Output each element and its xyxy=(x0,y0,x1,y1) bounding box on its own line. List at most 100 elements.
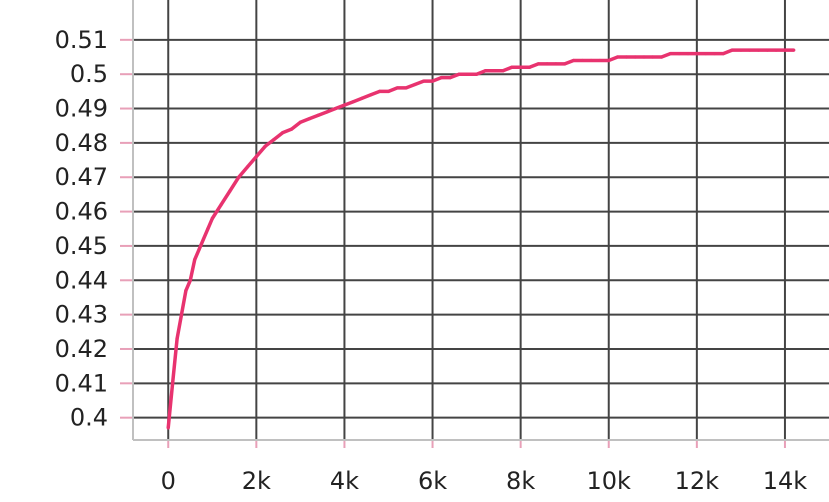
x-tick-label: 6k xyxy=(418,467,447,495)
data-point xyxy=(179,313,184,317)
y-tick-labels: 0.4 0.41 0.42 0.43 0.44 0.45 0.46 0.47 0.48 0.49 0… xyxy=(55,26,108,432)
data-point xyxy=(360,96,364,100)
data-point xyxy=(413,82,417,87)
y-tick-label: 0.46 xyxy=(55,198,108,226)
data-point xyxy=(748,48,752,52)
data-point xyxy=(510,65,514,69)
series-line xyxy=(166,48,794,429)
data-point xyxy=(563,62,567,66)
data-point xyxy=(633,55,637,59)
data-point xyxy=(721,51,725,56)
x-tick-label: 12k xyxy=(675,467,720,495)
data-point xyxy=(571,58,576,63)
data-point xyxy=(466,72,470,76)
x-tick-label: 10k xyxy=(587,467,632,495)
y-tick-label: 0.42 xyxy=(55,335,108,363)
data-point xyxy=(474,72,479,76)
data-point xyxy=(554,62,558,66)
data-point xyxy=(206,227,210,231)
data-point xyxy=(378,89,382,93)
data-point xyxy=(501,69,505,73)
data-point xyxy=(660,55,664,59)
data-point xyxy=(624,55,628,59)
data-point xyxy=(422,79,426,83)
data-point xyxy=(527,65,532,69)
data-point xyxy=(263,144,267,148)
y-tick-label: 0.49 xyxy=(55,95,108,123)
data-point xyxy=(712,51,717,56)
y-tick-label: 0.47 xyxy=(55,163,108,191)
data-point xyxy=(651,55,655,59)
data-point xyxy=(369,93,373,97)
data-point xyxy=(607,58,611,63)
data-point xyxy=(536,62,540,66)
data-point xyxy=(184,288,188,293)
data-point xyxy=(792,48,796,52)
axes xyxy=(120,0,829,448)
y-tick-label: 0.51 xyxy=(55,26,108,54)
data-point xyxy=(783,48,787,52)
data-point xyxy=(677,51,681,56)
y-tick-label: 0.43 xyxy=(55,301,108,329)
data-point xyxy=(589,58,593,63)
data-point xyxy=(774,48,778,52)
y-tick-label: 0.44 xyxy=(55,266,108,294)
x-tick-label: 4k xyxy=(330,467,359,495)
data-point xyxy=(175,337,179,341)
data-point xyxy=(492,69,496,73)
series-layer xyxy=(166,48,796,430)
data-point xyxy=(642,55,646,59)
data-point xyxy=(439,76,443,80)
data-point xyxy=(615,55,620,59)
data-point xyxy=(704,51,708,56)
x-tick-label: 2k xyxy=(242,467,271,495)
data-point xyxy=(272,137,276,142)
data-point xyxy=(193,258,197,262)
data-point xyxy=(237,175,241,179)
data-point xyxy=(210,216,214,221)
x-tick-labels: 0 2k 4k 6k 8k 10k 12k 14k xyxy=(161,467,808,495)
grid xyxy=(133,0,829,440)
data-point xyxy=(298,120,302,124)
y-tick-label: 0.5 xyxy=(70,60,108,88)
data-point xyxy=(325,110,329,114)
y-tick-label: 0.41 xyxy=(55,369,108,397)
data-point xyxy=(695,51,699,56)
x-tick-label: 0 xyxy=(161,467,176,495)
data-point xyxy=(430,79,435,83)
data-point xyxy=(739,48,743,52)
data-point xyxy=(201,237,206,241)
data-point xyxy=(598,58,602,63)
data-point xyxy=(580,58,584,63)
data-point xyxy=(756,48,761,52)
y-tick-label: 0.4 xyxy=(70,404,108,432)
data-point xyxy=(334,106,338,111)
y-tick-label: 0.45 xyxy=(55,232,108,260)
data-point xyxy=(228,189,232,193)
data-point xyxy=(219,203,223,207)
y-tick-label: 0.48 xyxy=(55,129,108,157)
data-point xyxy=(197,247,201,251)
data-point xyxy=(171,381,175,385)
data-point xyxy=(188,278,192,282)
data-point xyxy=(686,51,690,56)
data-point xyxy=(668,51,673,56)
data-point xyxy=(289,127,294,131)
data-point xyxy=(316,113,320,118)
data-point xyxy=(448,76,452,80)
data-point xyxy=(166,426,170,430)
data-point xyxy=(765,48,769,52)
data-point xyxy=(457,72,461,76)
data-point xyxy=(351,100,355,104)
data-point xyxy=(281,130,285,135)
data-point xyxy=(342,103,347,107)
data-point xyxy=(730,48,734,52)
data-point xyxy=(245,165,250,169)
data-point xyxy=(254,155,258,159)
data-point xyxy=(395,86,399,90)
data-point xyxy=(519,65,523,69)
data-point xyxy=(545,62,549,66)
data-point xyxy=(307,117,311,121)
data-point xyxy=(404,86,408,90)
